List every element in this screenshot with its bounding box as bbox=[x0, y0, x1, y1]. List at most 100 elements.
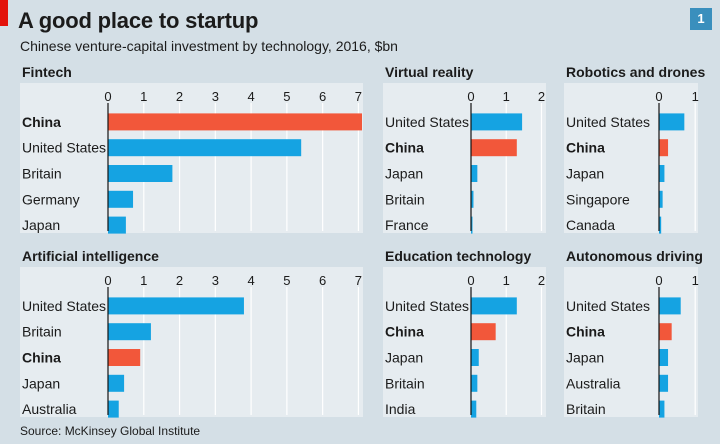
category-label: China bbox=[385, 140, 424, 156]
category-label: Australia bbox=[566, 375, 621, 391]
category-label: Britain bbox=[22, 166, 62, 182]
bar bbox=[659, 349, 669, 366]
bar bbox=[471, 216, 473, 234]
x-tick-label: 0 bbox=[467, 273, 474, 288]
category-label: Canada bbox=[566, 217, 615, 233]
category-label: Singapore bbox=[566, 191, 630, 207]
category-label: Japan bbox=[566, 350, 604, 366]
bar bbox=[471, 190, 474, 208]
bar bbox=[108, 400, 119, 418]
x-tick-label: 0 bbox=[104, 273, 111, 288]
panel-title-artificial-intelligence: Artificial intelligence bbox=[22, 248, 159, 264]
category-label: Britain bbox=[385, 375, 425, 391]
category-label: United States bbox=[566, 114, 650, 130]
x-tick-label: 1 bbox=[692, 89, 699, 104]
bar bbox=[471, 165, 478, 182]
bar bbox=[108, 139, 302, 157]
x-tick-label: 2 bbox=[538, 273, 545, 288]
x-tick-label: 7 bbox=[355, 89, 362, 104]
bar bbox=[108, 165, 173, 182]
x-tick-label: 4 bbox=[247, 89, 254, 104]
panel-background bbox=[383, 83, 546, 233]
bar-china bbox=[471, 323, 496, 341]
category-label: United States bbox=[22, 140, 106, 156]
bar bbox=[471, 400, 477, 418]
x-tick-label: 1 bbox=[692, 273, 699, 288]
bar bbox=[471, 349, 479, 366]
category-label: Britain bbox=[385, 191, 425, 207]
panel-title-fintech: Fintech bbox=[22, 64, 72, 80]
chart-subtitle: Chinese venture-capital investment by te… bbox=[20, 38, 398, 54]
bar-china bbox=[471, 139, 517, 157]
category-label: United States bbox=[385, 298, 469, 314]
x-tick-label: 5 bbox=[283, 273, 290, 288]
category-label: United States bbox=[22, 298, 106, 314]
bar bbox=[108, 323, 151, 341]
panel-title-robotics-drones: Robotics and drones bbox=[566, 64, 706, 80]
bar bbox=[659, 297, 681, 315]
category-label: Japan bbox=[385, 166, 423, 182]
x-tick-label: 5 bbox=[283, 89, 290, 104]
x-tick-label: 1 bbox=[503, 89, 510, 104]
x-tick-label: 1 bbox=[140, 89, 147, 104]
bar bbox=[108, 374, 125, 392]
x-tick-label: 7 bbox=[355, 273, 362, 288]
bar-china bbox=[659, 139, 669, 157]
x-tick-label: 1 bbox=[140, 273, 147, 288]
x-tick-label: 2 bbox=[176, 273, 183, 288]
bar bbox=[659, 113, 685, 131]
bar bbox=[659, 400, 665, 418]
category-label: China bbox=[22, 114, 61, 130]
bar bbox=[471, 113, 523, 131]
x-tick-label: 0 bbox=[655, 273, 662, 288]
category-label: Japan bbox=[22, 217, 60, 233]
category-label: Japan bbox=[22, 375, 60, 391]
panel-background bbox=[564, 83, 698, 233]
category-label: Australia bbox=[22, 401, 77, 417]
x-tick-label: 3 bbox=[212, 273, 219, 288]
panel-background bbox=[383, 267, 546, 417]
panel-title-education-technology: Education technology bbox=[385, 248, 532, 264]
category-label: China bbox=[566, 324, 605, 340]
bar bbox=[659, 216, 662, 234]
bar bbox=[659, 374, 669, 392]
category-label: France bbox=[385, 217, 429, 233]
x-tick-label: 2 bbox=[538, 89, 545, 104]
bar bbox=[659, 165, 665, 182]
bar bbox=[471, 374, 478, 392]
panel-title-autonomous-driving: Autonomous driving bbox=[566, 248, 703, 264]
bar bbox=[108, 297, 244, 315]
x-tick-label: 3 bbox=[212, 89, 219, 104]
chart-number-badge: 1 bbox=[690, 8, 712, 30]
category-label: United States bbox=[566, 298, 650, 314]
x-tick-label: 0 bbox=[467, 89, 474, 104]
bar-china bbox=[108, 113, 362, 131]
panel-background bbox=[20, 83, 363, 233]
category-label: Japan bbox=[385, 350, 423, 366]
category-label: China bbox=[22, 350, 61, 366]
x-tick-label: 1 bbox=[503, 273, 510, 288]
category-label: Germany bbox=[22, 191, 80, 207]
bar bbox=[108, 190, 134, 208]
category-label: India bbox=[385, 401, 416, 417]
category-label: Britain bbox=[22, 324, 62, 340]
x-tick-label: 0 bbox=[655, 89, 662, 104]
bar-china bbox=[108, 349, 141, 366]
category-label: Britain bbox=[566, 401, 606, 417]
bar bbox=[108, 216, 126, 234]
bar bbox=[471, 297, 517, 315]
category-label: China bbox=[566, 140, 605, 156]
bar bbox=[659, 190, 663, 208]
bar-china bbox=[659, 323, 672, 341]
x-tick-label: 6 bbox=[319, 89, 326, 104]
x-tick-label: 2 bbox=[176, 89, 183, 104]
x-tick-label: 4 bbox=[247, 273, 254, 288]
panel-title-virtual-reality: Virtual reality bbox=[385, 64, 474, 80]
category-label: United States bbox=[385, 114, 469, 130]
x-tick-label: 6 bbox=[319, 273, 326, 288]
red-corner-tag bbox=[0, 0, 8, 26]
category-label: Japan bbox=[566, 166, 604, 182]
panel-background bbox=[564, 267, 698, 417]
chart-title: A good place to startup bbox=[18, 8, 259, 33]
